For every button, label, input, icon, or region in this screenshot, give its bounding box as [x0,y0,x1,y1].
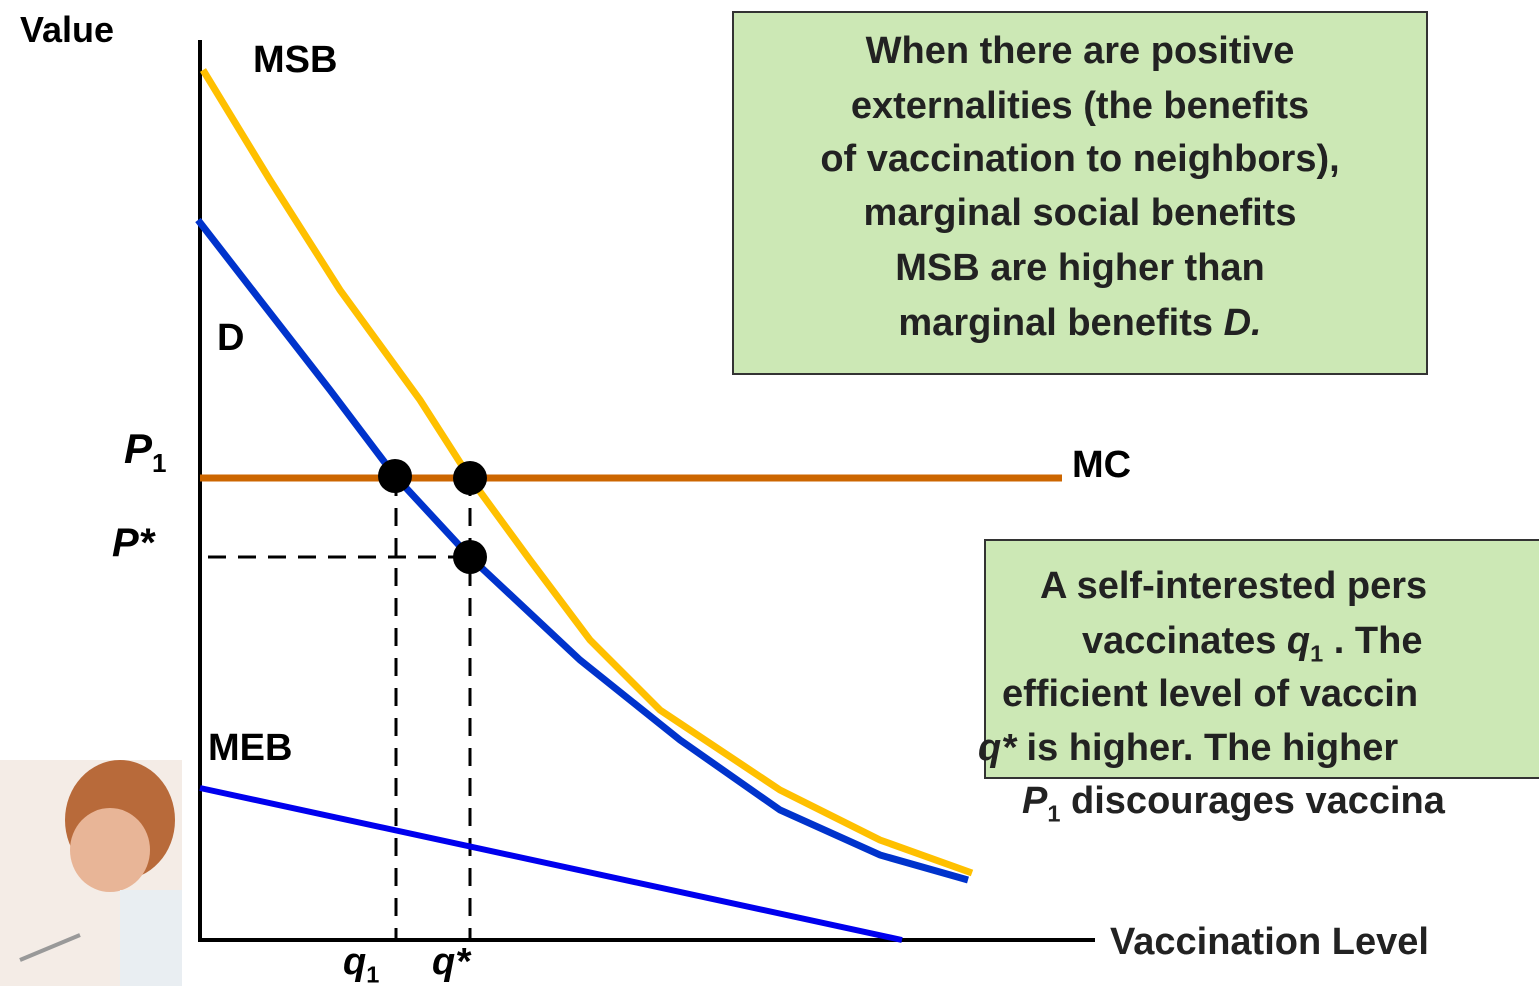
text-run: discourages vaccina [1060,780,1445,822]
text-run: marginal benefits [898,302,1223,344]
text-run: marginal social benefits [864,192,1297,234]
photo-face [70,808,150,892]
label: P1 discourages vaccina [1022,780,1446,826]
label: vaccinates q1 . The [1082,620,1422,666]
curve-label: D [217,317,244,359]
label: q* [432,941,472,983]
text-run: A self-interested pers [1040,565,1427,607]
label: q1 [343,941,379,986]
guides [208,478,472,940]
axis-label: Vaccination Level [1110,921,1429,963]
msb-curve [200,68,974,877]
label: MSB are higher than [895,247,1265,289]
curve-label: MC [1072,444,1131,486]
text-run: 1 [152,448,166,478]
text-run: efficient level of vaccin [1002,673,1418,715]
text-run: q [1287,620,1310,662]
text-run: externalities (the benefits [851,85,1309,127]
text-run: When there are positive [866,30,1295,72]
point [378,459,412,493]
text-run: P [124,425,153,472]
text-run: P* [112,521,157,565]
note-box [984,539,1539,779]
label: q* is higher. The higher [978,727,1398,769]
text-run: q* [978,727,1018,769]
label: marginal social benefits [864,192,1297,234]
label: efficient level of vaccin [1002,673,1418,715]
text-run: 1 [1047,800,1060,826]
photo-syringe [19,933,81,962]
text-run: 1 [1310,640,1323,666]
text-run: MSB are higher than [895,247,1265,289]
text-run: . The [1323,620,1422,662]
point [453,540,487,574]
meb-curve [199,785,903,943]
label: externalities (the benefits [851,85,1309,127]
text-run: of vaccination to neighbors), [820,138,1339,180]
point [453,461,487,495]
text-run: D. [1224,302,1262,344]
text-run: is higher. The higher [1016,727,1398,769]
axis-label: Value [20,9,114,50]
label: A self-interested pers [1040,565,1427,607]
photo-coat [120,890,182,986]
text-run: vaccinates [1082,620,1287,662]
demand-curve [195,217,969,884]
label: P* [112,521,157,565]
label: When there are positive [866,30,1295,72]
note-box [732,11,1428,375]
label: of vaccination to neighbors), [820,138,1339,180]
text-run: q* [432,941,472,983]
curve-label: MEB [208,727,292,769]
label: P1 [124,425,167,478]
label: marginal benefits D. [898,302,1261,344]
curve-label: MSB [253,39,337,81]
text-run: 1 [366,961,379,986]
text-run: P [1022,780,1048,822]
text-run: q [343,941,366,983]
photo [0,760,182,986]
